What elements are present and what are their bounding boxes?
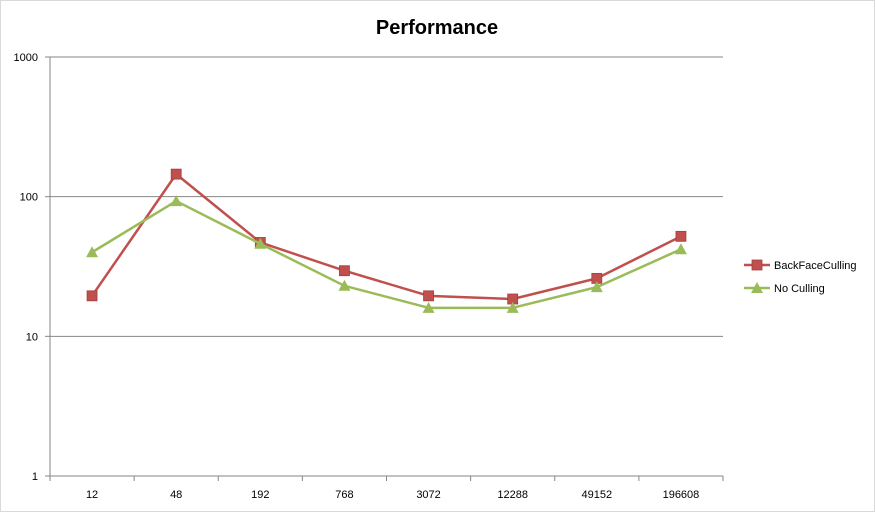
x-tick-label: 48	[170, 489, 182, 501]
legend: BackFaceCulling No Culling	[744, 259, 857, 295]
data-point	[86, 290, 98, 302]
x-tick-labels: 12 48 192 768 3072 12288 49152 196608	[86, 489, 699, 501]
y-tick-labels: 1 10 100 1000	[14, 52, 38, 483]
data-point	[170, 195, 183, 207]
data-point	[590, 281, 603, 293]
legend-marker	[751, 282, 763, 293]
data-point	[254, 237, 267, 249]
x-tick-label: 12	[86, 489, 98, 501]
data-point	[170, 168, 182, 180]
x-tick-label: 49152	[582, 489, 613, 501]
x-tick-label: 768	[335, 489, 353, 501]
y-tick-label: 100	[20, 192, 38, 204]
legend-label: BackFaceCulling	[774, 260, 857, 272]
chart-title: Performance	[376, 17, 498, 39]
legend-label: No Culling	[774, 283, 825, 295]
data-point	[423, 290, 434, 302]
data-point	[339, 265, 350, 277]
legend-marker	[751, 259, 763, 271]
data-point	[86, 246, 99, 258]
data-point	[422, 301, 435, 313]
data-point	[674, 243, 687, 255]
gridlines	[45, 56, 724, 481]
y-tick-label: 1	[32, 471, 38, 483]
x-tick-label: 192	[251, 489, 269, 501]
series-line	[91, 199, 682, 310]
x-tick-label: 12288	[497, 489, 528, 501]
data-point	[675, 230, 687, 242]
y-tick-label: 10	[26, 331, 38, 343]
data-point	[338, 279, 351, 291]
y-tick-label: 1000	[14, 52, 38, 64]
x-tick-label: 196608	[663, 489, 700, 501]
data-point	[506, 301, 519, 313]
x-tick-label: 3072	[416, 489, 440, 501]
series-layer	[86, 168, 687, 313]
series-line	[91, 172, 682, 301]
